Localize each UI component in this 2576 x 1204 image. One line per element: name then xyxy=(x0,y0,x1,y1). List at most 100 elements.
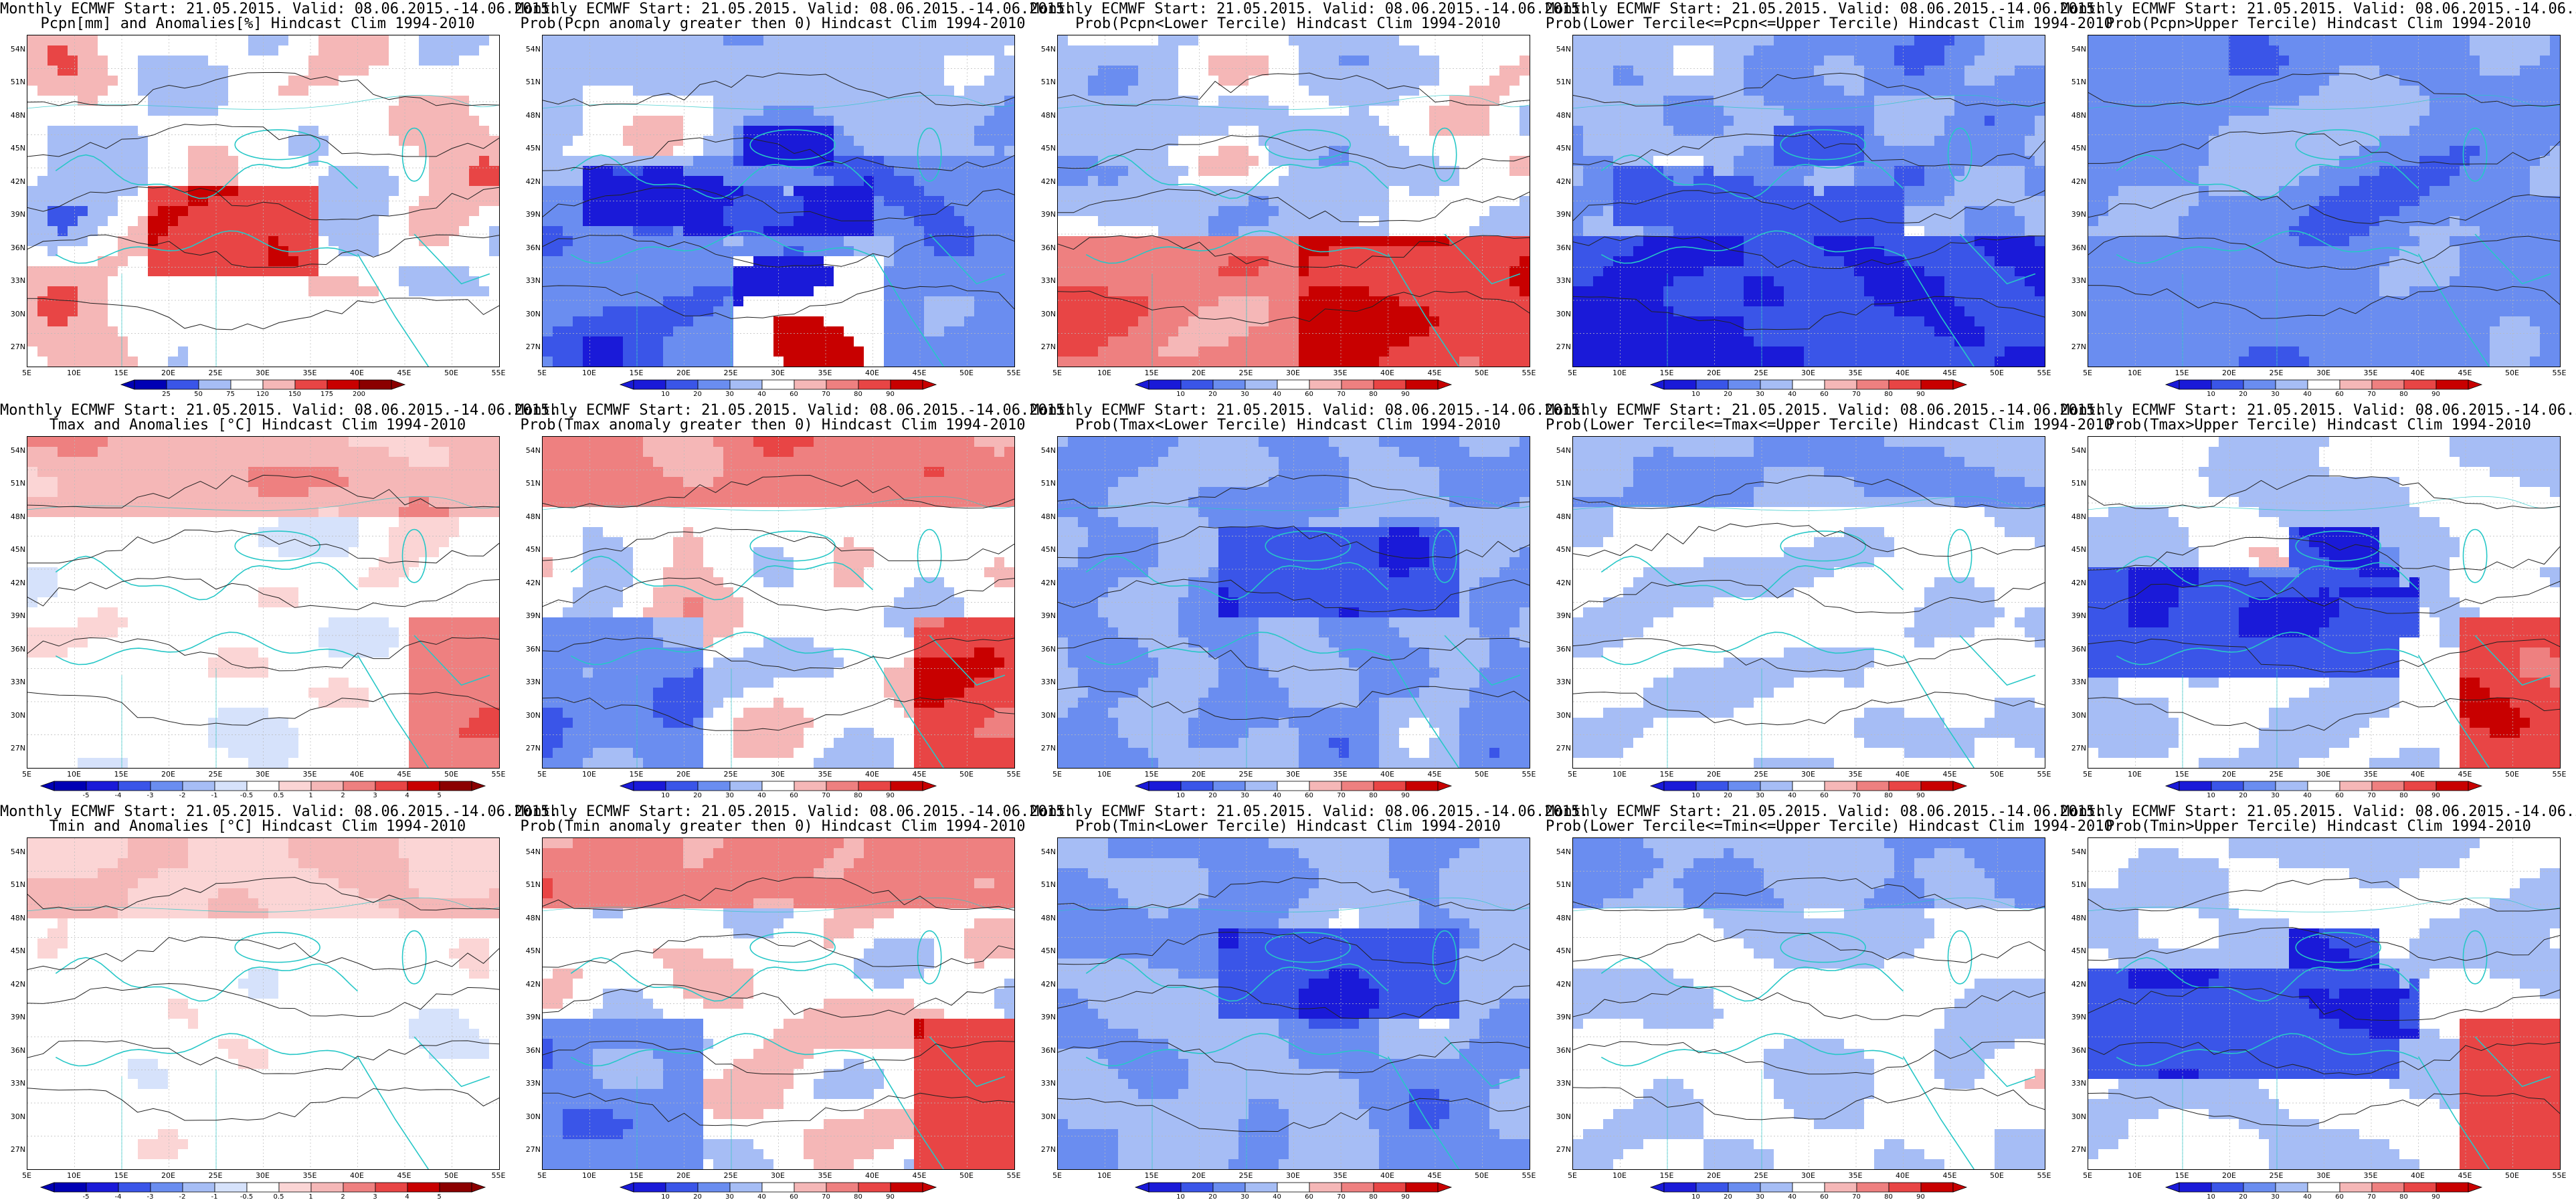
longitude-label: 40E xyxy=(344,1171,371,1180)
latitude-label: 36N xyxy=(3,645,25,654)
colorbar-swatch xyxy=(1373,781,1406,791)
latitude-label: 30N xyxy=(3,1112,25,1121)
colorbar-swatch xyxy=(2339,781,2372,791)
longitude-label: 50E xyxy=(2499,369,2526,377)
longitude-label: 20E xyxy=(670,369,697,377)
colorbar-swatch xyxy=(2243,781,2276,791)
latitude-label: 30N xyxy=(2063,1112,2086,1121)
latitude-label: 51N xyxy=(2063,479,2086,488)
map-frame xyxy=(542,436,1015,769)
forecast-panel: Monthly ECMWF Start: 21.05.2015. Valid: … xyxy=(1546,0,2113,401)
panel-title-line2: Tmax and Anomalies [°C] Hindcast Clim 19… xyxy=(0,417,515,433)
longitude-label: 55E xyxy=(1515,1171,1542,1180)
longitude-label: 40E xyxy=(2405,1171,2431,1180)
longitude-label: 10E xyxy=(1606,1171,1633,1180)
colorbar-swatch xyxy=(858,1182,891,1193)
latitude-label: 54N xyxy=(1033,45,1056,54)
panel-title-line1: Monthly ECMWF Start: 21.05.2015. Valid: … xyxy=(2061,1,2576,17)
colorbar xyxy=(2165,781,2482,791)
colorbar-swatch xyxy=(1695,781,1728,791)
longitude-label: 10E xyxy=(1606,369,1633,377)
colorbar-swatch xyxy=(2211,781,2243,791)
colorbar-swatch xyxy=(1920,1182,1953,1193)
longitude-label: 55E xyxy=(2031,770,2057,779)
shaded-field xyxy=(1058,437,1530,768)
longitude-label: 30E xyxy=(765,770,792,779)
colorbar-swatch xyxy=(310,781,343,791)
longitude-label: 5E xyxy=(529,770,555,779)
colorbar-swatch xyxy=(86,1182,118,1193)
latitude-label: 33N xyxy=(2063,678,2086,686)
colorbar-swatch xyxy=(697,379,730,390)
longitude-label: 25E xyxy=(717,369,744,377)
latitude-label: 51N xyxy=(3,78,25,86)
colorbar-tick-label: 40 xyxy=(1264,1193,1291,1201)
latitude-label: 33N xyxy=(3,1079,25,1088)
colorbar-tick-label: -4 xyxy=(105,792,132,799)
colorbar-tick-label: 80 xyxy=(845,792,872,799)
latitude-label: 45N xyxy=(518,946,541,955)
colorbar-swatch xyxy=(1180,781,1213,791)
colorbar-swatch xyxy=(2307,781,2340,791)
colorbar-tick-label: 90 xyxy=(1908,391,1934,398)
colorbar-tick-label: -5 xyxy=(73,792,100,799)
colorbar-tick-label: 120 xyxy=(250,391,276,398)
longitude-label: 25E xyxy=(1232,369,1259,377)
colorbar-tick-label: 10 xyxy=(2198,391,2225,398)
longitude-label: 35E xyxy=(296,770,323,779)
longitude-label: 5E xyxy=(2074,369,2101,377)
colorbar-swatch xyxy=(794,1182,826,1193)
latitude-label: 27N xyxy=(1033,744,1056,752)
latitude-label: 27N xyxy=(1033,1145,1056,1154)
longitude-label: 25E xyxy=(202,1171,229,1180)
colorbar-swatch xyxy=(890,379,923,390)
longitude-label: 30E xyxy=(1280,1171,1307,1180)
latitude-label: 54N xyxy=(518,45,541,54)
colorbar-swatch xyxy=(1888,1182,1921,1193)
colorbar xyxy=(619,1182,937,1193)
longitude-label: 35E xyxy=(296,1171,323,1180)
latitude-label: 42N xyxy=(1548,177,1571,186)
latitude-label: 39N xyxy=(2063,1013,2086,1021)
longitude-label: 40E xyxy=(1374,770,1401,779)
colorbar-tick-label: 70 xyxy=(1328,391,1355,398)
colorbar-tick-label: 0.5 xyxy=(266,792,292,799)
colorbar-swatch xyxy=(1695,1182,1728,1193)
latitude-label: 39N xyxy=(2063,611,2086,620)
longitude-label: 50E xyxy=(1984,1171,2011,1180)
latitude-label: 42N xyxy=(1033,579,1056,587)
longitude-label: 20E xyxy=(1186,369,1212,377)
colorbar xyxy=(1649,781,1967,791)
colorbar-tick-label: 80 xyxy=(1360,391,1387,398)
longitude-label: 30E xyxy=(250,770,276,779)
colorbar-tick-label: 40 xyxy=(2294,1193,2321,1201)
colorbar-swatch xyxy=(86,781,118,791)
longitude-label: 15E xyxy=(1653,1171,1680,1180)
colorbar-swatch xyxy=(826,781,858,791)
colorbar-tick-label: 60 xyxy=(2326,1193,2353,1201)
borders xyxy=(1058,496,1530,768)
colorbar-tick-label: 10 xyxy=(1683,1193,1710,1201)
borders xyxy=(2088,496,2560,768)
panel-title-line2: Prob(Lower Tercile<=Pcpn<=Upper Tercile)… xyxy=(1546,16,2113,32)
latitude-label: 27N xyxy=(3,744,25,752)
contours xyxy=(543,474,1014,731)
colorbar-swatch xyxy=(1760,1182,1792,1193)
colorbar-tick-label: 60 xyxy=(1811,792,1838,799)
latitude-label: 54N xyxy=(1033,847,1056,856)
longitude-label: 50E xyxy=(1469,770,1495,779)
latitude-label: 48N xyxy=(1033,512,1056,521)
colorbar-tick-label: 30 xyxy=(1232,792,1259,799)
latitude-label: 39N xyxy=(518,611,541,620)
longitude-label: 15E xyxy=(2169,1171,2195,1180)
latitude-label: 42N xyxy=(518,980,541,989)
longitude-label: 15E xyxy=(623,770,650,779)
longitude-label: 45E xyxy=(2452,1171,2478,1180)
panel-title-line2: Tmin and Anomalies [°C] Hindcast Clim 19… xyxy=(0,819,515,835)
colorbar-swatch xyxy=(1245,379,1277,390)
longitude-label: 5E xyxy=(13,369,40,377)
longitude-label: 50E xyxy=(2499,1171,2526,1180)
colorbar-swatch xyxy=(1309,781,1342,791)
longitude-label: 55E xyxy=(485,770,512,779)
longitude-label: 25E xyxy=(2263,369,2290,377)
